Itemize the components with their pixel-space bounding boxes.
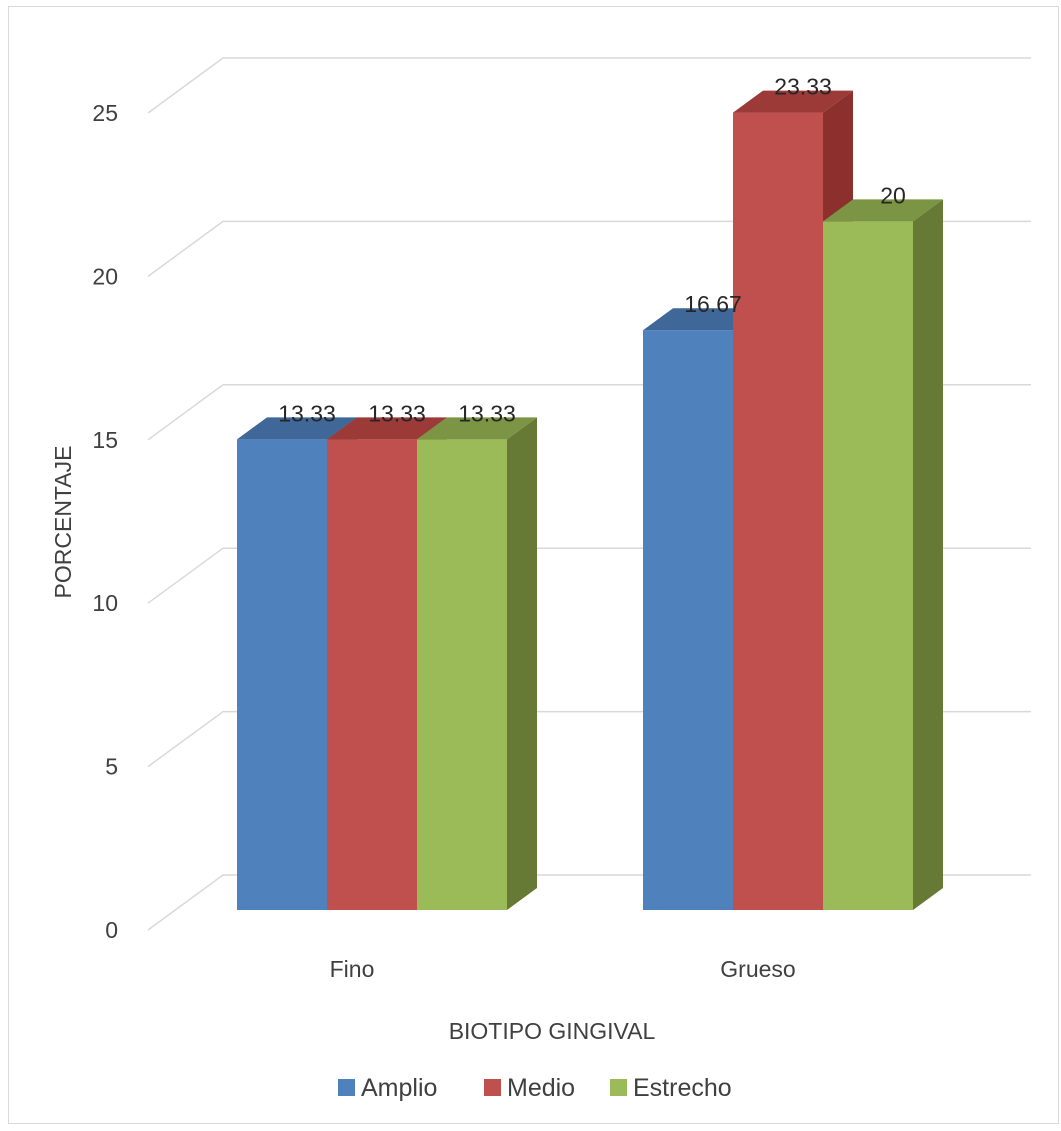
x-axis-categories: Fino Grueso xyxy=(330,956,796,982)
bar-side-face xyxy=(507,417,537,910)
data-label: 16.67 xyxy=(684,291,742,317)
bar-estrecho-grueso xyxy=(823,221,913,910)
y-tick-label: 20 xyxy=(92,263,118,289)
bar-side-face xyxy=(913,199,943,910)
bar-estrecho-fino xyxy=(417,439,507,910)
y-axis-ticks: 0 5 10 15 20 25 xyxy=(92,100,118,943)
y-tick-label: 25 xyxy=(92,100,118,126)
data-label: 20 xyxy=(880,182,906,208)
x-category-label: Grueso xyxy=(720,956,795,982)
bar-top-face xyxy=(327,417,447,440)
legend-swatch-estrecho xyxy=(610,1079,627,1096)
legend: Amplio Medio Estrecho xyxy=(338,1074,732,1102)
y-tick-label: 10 xyxy=(92,590,118,616)
legend-label-amplio: Amplio xyxy=(361,1074,437,1102)
bar-top-face xyxy=(417,417,537,440)
data-label: 13.33 xyxy=(278,400,336,426)
bar-amplio-grueso xyxy=(643,330,733,911)
gridline xyxy=(147,57,1031,114)
bar-top-face xyxy=(237,417,357,440)
bar-medio-fino xyxy=(327,439,417,910)
bar-top-face xyxy=(823,199,943,222)
legend-label-medio: Medio xyxy=(507,1074,575,1102)
y-axis-title: PORCENTAJE xyxy=(50,446,76,599)
x-category-label: Fino xyxy=(330,956,375,982)
data-label: 23.33 xyxy=(774,74,832,100)
data-labels: 13.33 13.33 13.33 16.67 23.33 20 xyxy=(278,74,906,427)
legend-swatch-medio xyxy=(484,1079,501,1096)
legend-swatch-amplio xyxy=(338,1079,355,1096)
data-label: 13.33 xyxy=(368,400,426,426)
bars xyxy=(237,90,943,911)
y-tick-label: 5 xyxy=(105,754,118,780)
y-tick-label: 0 xyxy=(105,917,118,943)
bar-top-face xyxy=(733,90,853,113)
legend-label-estrecho: Estrecho xyxy=(633,1074,732,1102)
bar-medio-grueso xyxy=(733,112,823,910)
y-tick-label: 15 xyxy=(92,427,118,453)
data-label: 13.33 xyxy=(458,400,516,426)
bar-amplio-fino xyxy=(237,439,327,910)
x-axis-title: BIOTIPO GINGIVAL xyxy=(449,1018,656,1044)
